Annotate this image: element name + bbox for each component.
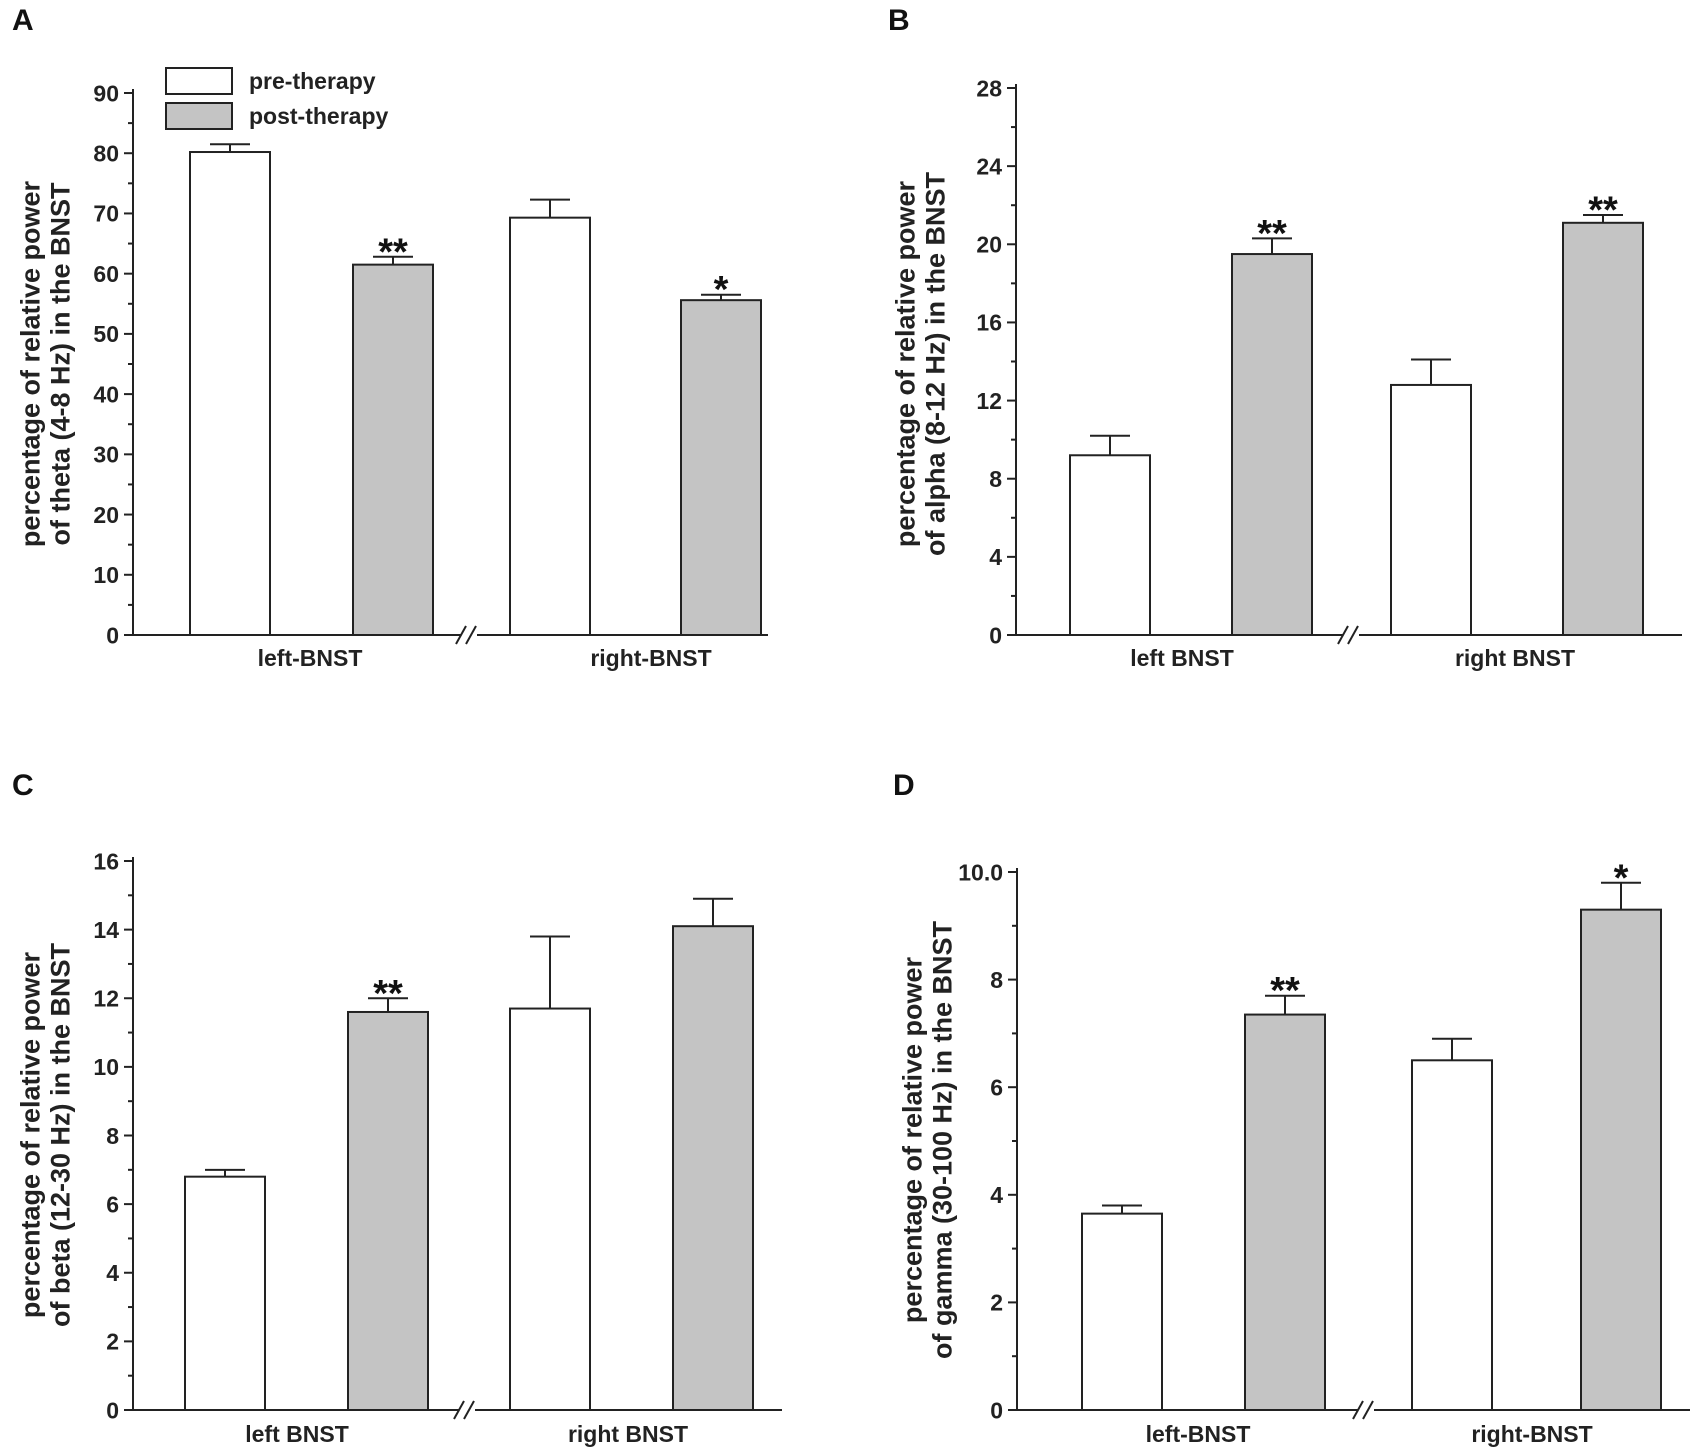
y-tick-label: 2 bbox=[990, 1290, 1003, 1316]
y-tick-label: 12 bbox=[93, 986, 119, 1012]
y-tick-label: 20 bbox=[976, 232, 1002, 258]
x-category-label: left BNST bbox=[1130, 645, 1234, 671]
y-tick-label: 6 bbox=[106, 1191, 119, 1217]
axis-break-mark bbox=[463, 1400, 475, 1420]
y-axis-title: of alpha (8-12 Hz) in the BNST bbox=[920, 171, 950, 556]
y-axis-title: of theta (4-8 Hz) in the BNST bbox=[45, 182, 75, 546]
panel-letter: A bbox=[12, 4, 34, 37]
legend-label-post-therapy: post-therapy bbox=[249, 103, 389, 129]
x-category-label: left-BNST bbox=[1146, 1421, 1251, 1447]
panel-letter: B bbox=[888, 4, 910, 37]
axis-break-mark bbox=[455, 625, 467, 645]
panel-letter: D bbox=[893, 769, 915, 802]
y-axis-title: of beta (12-30 Hz) in the BNST bbox=[45, 942, 75, 1327]
bar-post-therapy-right bbox=[1562, 221, 1644, 637]
y-tick-label: 20 bbox=[93, 502, 119, 528]
y-tick-label: 0 bbox=[106, 622, 119, 648]
y-tick-label: 28 bbox=[976, 75, 1002, 101]
axis-break-mark bbox=[1337, 625, 1349, 645]
y-tick-label: 0 bbox=[990, 1397, 1003, 1423]
x-category-label: right BNST bbox=[1455, 645, 1575, 671]
y-tick-label: 16 bbox=[93, 848, 119, 874]
bar-pre-therapy-right bbox=[509, 1007, 591, 1411]
y-tick-label: 24 bbox=[976, 153, 1002, 179]
significance-marker: * bbox=[714, 269, 729, 311]
y-tick-label: 14 bbox=[93, 917, 119, 943]
x-category-label: right-BNST bbox=[590, 645, 711, 671]
axis-break-mark bbox=[465, 625, 477, 645]
panel-letter: C bbox=[12, 769, 34, 802]
axis-break-mark bbox=[453, 1400, 465, 1420]
axis-break-mark bbox=[1347, 625, 1359, 645]
bar-pre-therapy-left bbox=[189, 151, 271, 636]
y-tick-label: 90 bbox=[93, 80, 119, 106]
bar-post-therapy-right bbox=[680, 299, 762, 636]
legend-swatch-post-therapy bbox=[165, 102, 233, 130]
y-tick-label: 12 bbox=[976, 388, 1002, 414]
legend: pre-therapy post-therapy bbox=[165, 67, 389, 130]
y-tick-label: 40 bbox=[93, 381, 119, 407]
y-tick-label: 6 bbox=[990, 1074, 1003, 1100]
axis-break-mark bbox=[1362, 1400, 1374, 1420]
bar-pre-therapy-left bbox=[1081, 1212, 1163, 1411]
y-tick-label: 50 bbox=[93, 321, 119, 347]
y-tick-label: 60 bbox=[93, 261, 119, 287]
x-category-label: right BNST bbox=[568, 1421, 688, 1447]
y-axis-title: percentage of relative power bbox=[890, 180, 920, 547]
bar-post-therapy-left bbox=[347, 1010, 429, 1411]
significance-marker: ** bbox=[1270, 970, 1300, 1012]
y-tick-label: 8 bbox=[106, 1123, 119, 1149]
y-tick-label: 80 bbox=[93, 141, 119, 167]
significance-marker: ** bbox=[378, 231, 408, 273]
bar-pre-therapy-right bbox=[1411, 1059, 1493, 1412]
y-tick-label: 10 bbox=[93, 1054, 119, 1080]
bar-post-therapy-right bbox=[672, 925, 754, 1411]
y-tick-label: 70 bbox=[93, 201, 119, 227]
y-tick-label: 10 bbox=[93, 562, 119, 588]
significance-marker: ** bbox=[1588, 189, 1618, 231]
y-axis-title: percentage of relative power bbox=[15, 180, 45, 547]
y-axis-title: percentage of relative power bbox=[15, 951, 45, 1318]
bar-post-therapy-left bbox=[1231, 253, 1313, 637]
y-tick-label: 4 bbox=[106, 1260, 119, 1286]
y-tick-label: 10.0 bbox=[958, 859, 1003, 885]
y-tick-label: 30 bbox=[93, 442, 119, 468]
y-tick-label: 4 bbox=[990, 1182, 1003, 1208]
y-tick-label: 8 bbox=[989, 466, 1002, 492]
y-tick-label: 4 bbox=[989, 544, 1002, 570]
y-axis-title: of gamma (30-100 Hz) in the BNST bbox=[927, 920, 957, 1359]
bar-post-therapy-left bbox=[1244, 1013, 1326, 1411]
y-tick-label: 0 bbox=[989, 622, 1002, 648]
legend-label-pre-therapy: pre-therapy bbox=[249, 68, 376, 94]
y-axis-title: percentage of relative power bbox=[897, 956, 927, 1323]
y-tick-label: 0 bbox=[106, 1397, 119, 1423]
x-category-label: left BNST bbox=[245, 1421, 349, 1447]
y-tick-label: 16 bbox=[976, 310, 1002, 336]
axis-break-mark bbox=[1352, 1400, 1364, 1420]
y-tick-label: 8 bbox=[990, 967, 1003, 993]
significance-marker: ** bbox=[1257, 213, 1287, 255]
x-category-label: right-BNST bbox=[1471, 1421, 1592, 1447]
y-tick-label: 2 bbox=[106, 1329, 119, 1355]
x-category-label: left-BNST bbox=[258, 645, 363, 671]
significance-marker: ** bbox=[373, 973, 403, 1015]
bar-pre-therapy-left bbox=[1069, 454, 1151, 636]
bar-pre-therapy-left bbox=[184, 1175, 266, 1412]
bar-pre-therapy-right bbox=[1390, 383, 1472, 637]
significance-marker: * bbox=[1614, 857, 1629, 899]
bar-post-therapy-left bbox=[352, 263, 434, 636]
bar-pre-therapy-right bbox=[509, 216, 591, 636]
legend-swatch-pre-therapy bbox=[165, 67, 233, 95]
bar-post-therapy-right bbox=[1580, 908, 1662, 1411]
